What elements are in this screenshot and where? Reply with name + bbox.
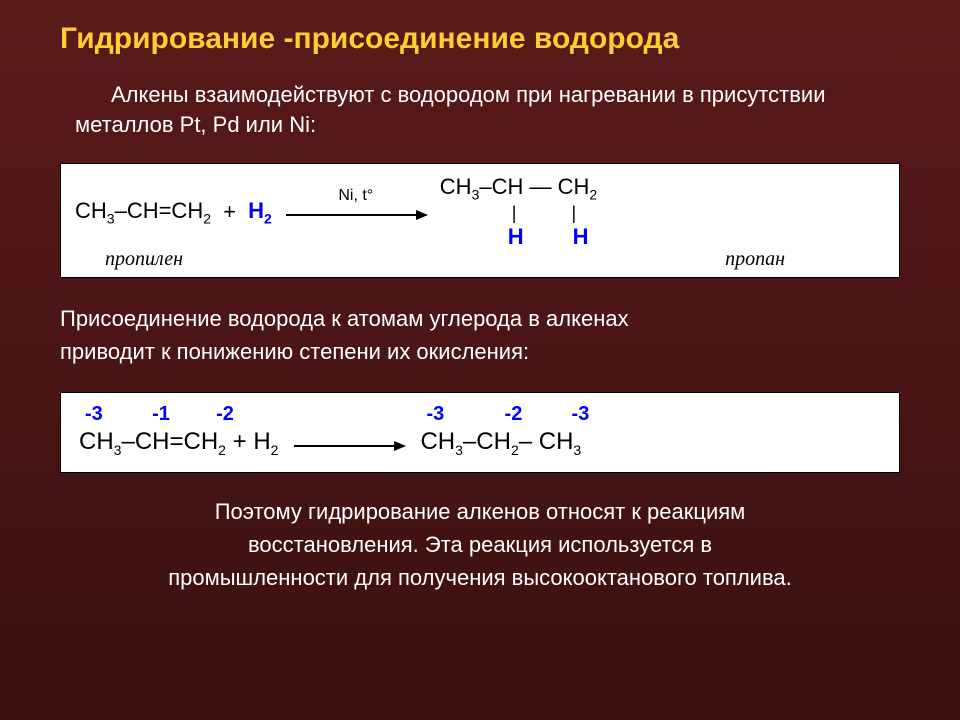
product-propane: CH3–CH — CH2 | | H H xyxy=(440,174,597,249)
out-line-1: Поэтому гидрирование алкенов относят к р… xyxy=(40,495,920,528)
oxidation-right: -3 -2 -3 xyxy=(420,403,610,426)
intro-text: Алкены взаимодействуют с водородом при н… xyxy=(0,56,960,139)
product-label: пропан xyxy=(725,248,865,271)
conclusion-paragraph: Поэтому гидрирование алкенов относят к р… xyxy=(0,473,960,594)
mid-line-1: Присоединение водорода к атомам углерода… xyxy=(60,302,900,335)
slide-title: Гидрирование -присоединение водорода xyxy=(0,0,960,56)
reaction-arrow-1: Ni, t° xyxy=(286,203,426,221)
oxidation-left: -3 -1 -2 xyxy=(79,403,278,426)
out-line-2: восстановления. Эта реакция используется… xyxy=(40,528,920,561)
mid-paragraph: Присоединение водорода к атомам углерода… xyxy=(0,278,960,368)
product-2: CH3–CH2– CH3 xyxy=(420,428,610,458)
mid-line-2: приводит к понижению степени их окислени… xyxy=(60,335,900,368)
reactant-2: CH3–CH=CH2 + H2 xyxy=(79,428,278,458)
reaction-box-1: CH3–CH=CH2 + H2 Ni, t° CH3–CH — CH2 | | … xyxy=(60,163,900,277)
reactant-label: пропилен xyxy=(105,248,183,271)
reaction-arrow-2 xyxy=(294,434,404,452)
out-line-3: промышленности для получения высокооктан… xyxy=(40,561,920,594)
reactant-h2: H2 xyxy=(248,198,272,226)
reactant-propylene: CH3–CH=CH2 xyxy=(75,198,211,226)
reaction-condition: Ni, t° xyxy=(286,187,426,205)
plus-sign: + xyxy=(217,199,242,225)
reaction-1: CH3–CH=CH2 + H2 Ni, t° CH3–CH — CH2 | | … xyxy=(75,174,885,249)
reaction-box-2: -3 -1 -2 CH3–CH=CH2 + H2 -3 -2 -3 CH3–CH… xyxy=(60,392,900,473)
